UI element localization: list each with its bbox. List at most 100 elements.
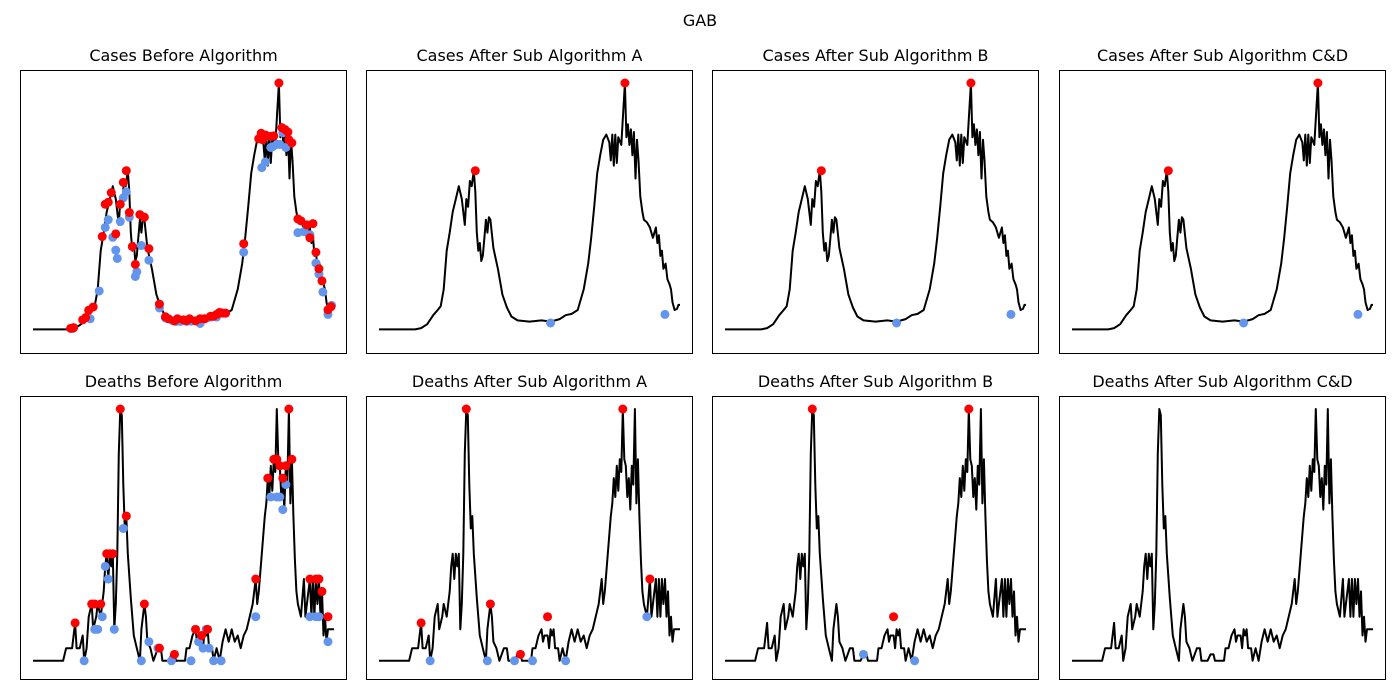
peak-point	[966, 78, 976, 88]
peak-point	[287, 454, 297, 464]
series-line	[1072, 82, 1373, 331]
peak-point	[69, 323, 79, 333]
trough-point	[660, 309, 670, 319]
peak-point	[121, 511, 131, 521]
peak-point	[115, 199, 125, 209]
trough-point	[204, 643, 214, 653]
axes-frame	[20, 396, 347, 680]
axes-frame	[712, 70, 1039, 354]
peak-point	[326, 302, 336, 312]
trough-point	[112, 253, 122, 263]
peak-point	[274, 78, 284, 88]
peak-point	[543, 612, 553, 622]
peak-point	[130, 259, 140, 269]
axes-frame	[1059, 396, 1386, 680]
peak-point	[251, 574, 261, 584]
trough-point	[910, 656, 920, 666]
peak-point	[124, 208, 134, 218]
trough-point	[561, 656, 571, 666]
peak-point	[103, 197, 113, 207]
peak-point	[154, 643, 164, 653]
peak-point	[115, 404, 125, 414]
trough-point	[136, 656, 146, 666]
axes-frame	[712, 396, 1039, 680]
peak-point	[889, 612, 899, 622]
trough-point	[216, 656, 226, 666]
peak-point	[284, 404, 294, 414]
peak-point	[1313, 78, 1323, 88]
trough-point	[858, 649, 868, 659]
peak-point	[816, 166, 826, 176]
trough-point	[144, 637, 154, 647]
trough-point	[121, 187, 131, 197]
peak-point	[308, 219, 318, 229]
panel-title: Deaths After Sub Algorithm B	[757, 372, 994, 391]
trough-point	[251, 612, 261, 622]
peak-point	[191, 624, 201, 634]
trough-point	[109, 624, 119, 634]
trough-point	[425, 656, 435, 666]
peak-point	[317, 276, 327, 286]
peak-point	[263, 473, 273, 483]
peak-point	[317, 586, 327, 596]
axes-frame	[1059, 70, 1386, 354]
peak-point	[314, 574, 324, 584]
trough-point	[111, 245, 121, 255]
trough-point	[94, 286, 104, 296]
peak-point	[311, 247, 321, 257]
trough-point	[323, 637, 333, 647]
peak-point	[169, 649, 179, 659]
trough-point	[239, 247, 249, 257]
trough-point	[132, 267, 142, 277]
panel-title: Deaths After Sub Algorithm A	[411, 372, 648, 391]
panel-title: Cases Before Algorithm	[89, 46, 278, 65]
peak-point	[618, 404, 628, 414]
peak-point	[314, 264, 324, 274]
panel-title: Cases After Sub Algorithm C&D	[1096, 46, 1349, 65]
trough-point	[318, 287, 328, 297]
peak-point	[807, 404, 817, 414]
peak-point	[144, 244, 154, 254]
series-line	[725, 82, 1026, 331]
trough-point	[528, 656, 538, 666]
peak-point	[203, 624, 213, 634]
trough-point	[103, 215, 113, 225]
trough-point	[103, 574, 113, 584]
peak-point	[620, 78, 630, 88]
axes-frame	[366, 70, 693, 354]
panel-title: Cases After Sub Algorithm A	[416, 46, 643, 65]
peak-point	[470, 166, 480, 176]
trough-point	[100, 561, 110, 571]
peak-point	[106, 188, 116, 198]
peak-point	[96, 599, 106, 609]
peak-point	[81, 313, 91, 323]
peak-point	[197, 631, 207, 641]
series-line	[379, 82, 680, 331]
trough-point	[314, 612, 324, 622]
peak-point	[515, 649, 525, 659]
trough-point	[136, 241, 146, 251]
peak-point	[221, 308, 231, 318]
peak-point	[121, 166, 131, 176]
panel-title: Cases After Sub Algorithm B	[762, 46, 989, 65]
peak-point	[287, 138, 297, 148]
trough-point	[93, 624, 103, 634]
peak-point	[88, 302, 98, 312]
peak-point	[70, 618, 80, 628]
trough-point	[118, 523, 128, 533]
trough-point	[79, 656, 89, 666]
series-line	[33, 82, 334, 331]
panel-title: Deaths Before Algorithm	[84, 372, 283, 391]
trough-point	[275, 492, 285, 502]
series-line	[725, 408, 1026, 662]
trough-point	[642, 612, 652, 622]
peak-point	[964, 404, 974, 414]
peak-point	[323, 612, 333, 622]
axes-frame	[20, 70, 347, 354]
trough-point	[278, 505, 288, 515]
axes-frame	[366, 396, 693, 680]
peak-point	[278, 473, 288, 483]
trough-point	[115, 217, 125, 227]
